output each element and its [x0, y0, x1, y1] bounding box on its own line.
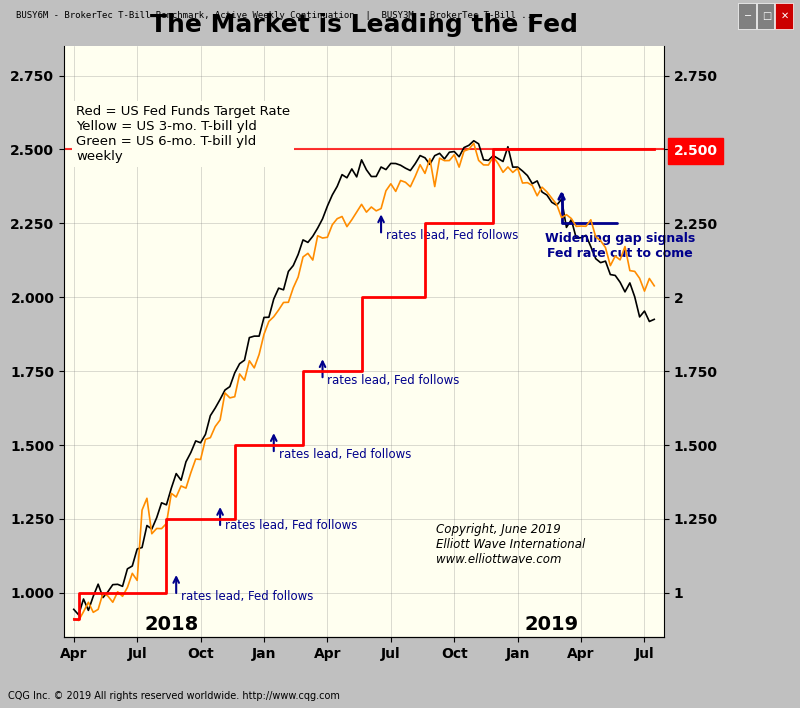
Text: □: □	[762, 11, 771, 21]
Text: BUSY6M - BrokerTec T-Bill Benchmark, Active Weekly Continuation  |  BUSY3M - Bro: BUSY6M - BrokerTec T-Bill Benchmark, Act…	[16, 11, 538, 21]
Text: 2018: 2018	[144, 615, 198, 634]
Text: −: −	[744, 11, 752, 21]
Text: rates lead, Fed follows: rates lead, Fed follows	[278, 448, 411, 461]
Text: Red = US Fed Funds Target Rate
Yellow = US 3-mo. T-bill yld
Green = US 6-mo. T-b: Red = US Fed Funds Target Rate Yellow = …	[76, 105, 290, 163]
Text: 2019: 2019	[525, 615, 579, 634]
Text: Widening gap signals
Fed rate cut to come: Widening gap signals Fed rate cut to com…	[545, 232, 695, 261]
Text: Copyright, June 2019
Elliott Wave International
www.elliottwave.com: Copyright, June 2019 Elliott Wave Intern…	[436, 523, 586, 566]
Text: rates lead, Fed follows: rates lead, Fed follows	[386, 229, 518, 242]
Text: CQG Inc. © 2019 All rights reserved worldwide. http://www.cqg.com: CQG Inc. © 2019 All rights reserved worl…	[8, 690, 340, 701]
FancyBboxPatch shape	[738, 4, 756, 28]
Text: rates lead, Fed follows: rates lead, Fed follows	[225, 519, 358, 532]
Text: rates lead, Fed follows: rates lead, Fed follows	[327, 374, 460, 387]
FancyBboxPatch shape	[757, 4, 774, 28]
Text: ✕: ✕	[781, 11, 789, 21]
Text: rates lead, Fed follows: rates lead, Fed follows	[181, 590, 314, 603]
FancyBboxPatch shape	[775, 4, 793, 28]
Title: The Market is Leading the Fed: The Market is Leading the Fed	[150, 13, 578, 37]
